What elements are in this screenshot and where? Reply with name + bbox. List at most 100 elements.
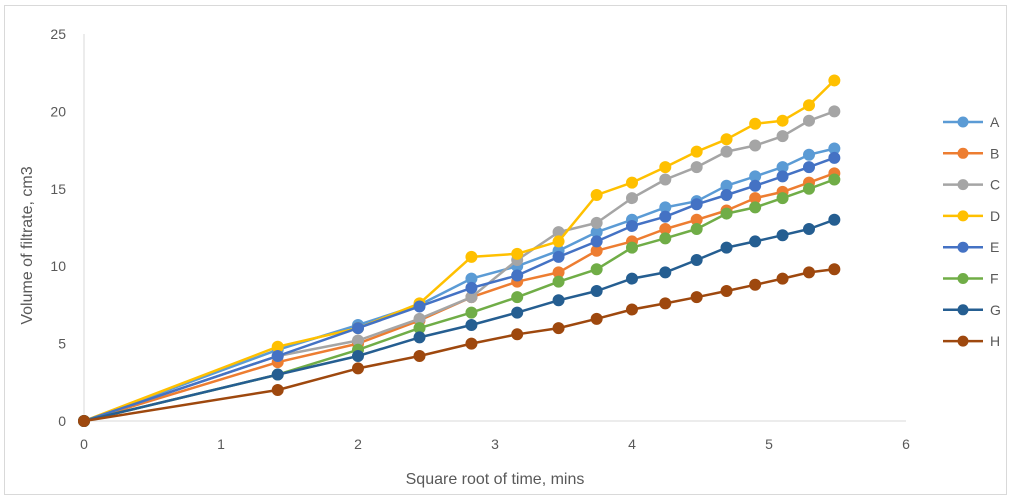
data-point-d (828, 74, 841, 87)
data-point-g (590, 284, 603, 297)
data-point-d (659, 161, 672, 174)
data-point-f (552, 275, 565, 288)
legend-label: F (990, 271, 999, 287)
data-point-h (78, 415, 90, 427)
data-point-g (720, 241, 733, 254)
data-point-e (626, 219, 638, 232)
data-point-f (776, 192, 789, 205)
data-point-g (465, 319, 478, 332)
data-point-c (659, 173, 672, 186)
data-point-e (690, 198, 703, 211)
series-g (78, 213, 841, 427)
legend-swatch-marker (957, 147, 969, 159)
y-tick-label: 20 (50, 103, 66, 119)
data-point-f (590, 263, 603, 276)
data-point-h (465, 337, 478, 350)
data-point-e (720, 188, 733, 201)
data-point-e (749, 179, 762, 192)
legend-item-b: B (943, 145, 999, 161)
data-point-h (271, 384, 284, 397)
x-tick-label: 2 (354, 436, 362, 452)
series-f (78, 173, 841, 427)
data-point-d (720, 133, 733, 146)
data-point-h (590, 312, 603, 325)
data-point-a (803, 148, 816, 161)
legend-label: D (990, 208, 1000, 224)
data-point-e (511, 269, 524, 282)
series-line-d (83, 79, 836, 423)
data-point-g (552, 294, 565, 307)
data-point-h (803, 266, 816, 279)
y-axis-title: Volume of filtrate, cm3 (19, 166, 36, 324)
data-point-e (803, 161, 816, 174)
data-point-h (659, 297, 672, 310)
legend-label: E (990, 239, 999, 255)
series-line-h (83, 268, 835, 423)
legend-swatch-marker (957, 116, 969, 128)
y-tick-label: 5 (58, 336, 66, 352)
data-point-e (590, 235, 603, 248)
legend-item-f: F (943, 271, 999, 287)
x-tick-label: 3 (491, 436, 499, 452)
data-point-f (626, 241, 638, 254)
data-point-g (803, 223, 816, 236)
data-point-g (659, 266, 672, 279)
data-point-g (352, 349, 364, 362)
data-point-c (690, 161, 703, 174)
x-tick-label: 1 (217, 436, 225, 452)
data-point-g (271, 368, 284, 381)
data-point-h (720, 284, 733, 297)
data-point-h (776, 272, 789, 285)
legend-swatch-marker (957, 304, 969, 316)
legend-item-c: C (943, 177, 1000, 193)
y-tick-label: 0 (58, 413, 66, 429)
x-tick-label: 6 (902, 436, 910, 452)
data-point-h (413, 349, 426, 362)
data-point-e (828, 151, 841, 164)
data-point-d (552, 235, 565, 248)
series-b (78, 167, 841, 427)
series-line-f (83, 178, 835, 423)
data-point-d (590, 188, 603, 201)
legend-label: C (990, 177, 1000, 193)
data-point-f (720, 207, 733, 220)
legend-label: H (990, 333, 1000, 349)
data-point-c (749, 139, 762, 152)
data-point-e (659, 210, 672, 223)
data-point-h (690, 291, 703, 304)
legend-item-g: G (943, 302, 1001, 318)
data-point-c (720, 145, 733, 158)
series-h (78, 263, 841, 427)
data-point-c (590, 216, 603, 229)
x-tick-label: 5 (765, 436, 773, 452)
data-point-c (803, 114, 816, 127)
legend-swatch-marker (957, 273, 969, 284)
data-point-d (803, 99, 816, 112)
data-point-h (626, 303, 638, 316)
y-tick-label: 25 (50, 26, 66, 42)
data-point-f (511, 291, 524, 304)
data-point-e (413, 300, 426, 313)
series-line-b (83, 172, 835, 423)
series-line-a (83, 147, 835, 423)
data-point-d (511, 247, 524, 260)
data-point-f (690, 223, 703, 236)
series-line-c (83, 110, 835, 423)
data-point-f (465, 306, 478, 319)
legend-item-e: E (943, 239, 999, 255)
data-point-h (352, 362, 364, 375)
data-point-e (776, 170, 789, 183)
data-point-f (828, 173, 841, 186)
data-point-h (552, 322, 565, 335)
data-point-d (749, 117, 762, 130)
data-point-e (465, 281, 478, 294)
data-point-d (690, 145, 703, 158)
legend-item-a: A (943, 114, 1000, 130)
data-point-e (271, 349, 284, 362)
data-point-e (352, 322, 364, 335)
x-tick-label: 4 (628, 436, 636, 452)
data-point-h (749, 278, 762, 291)
data-point-g (626, 272, 638, 285)
